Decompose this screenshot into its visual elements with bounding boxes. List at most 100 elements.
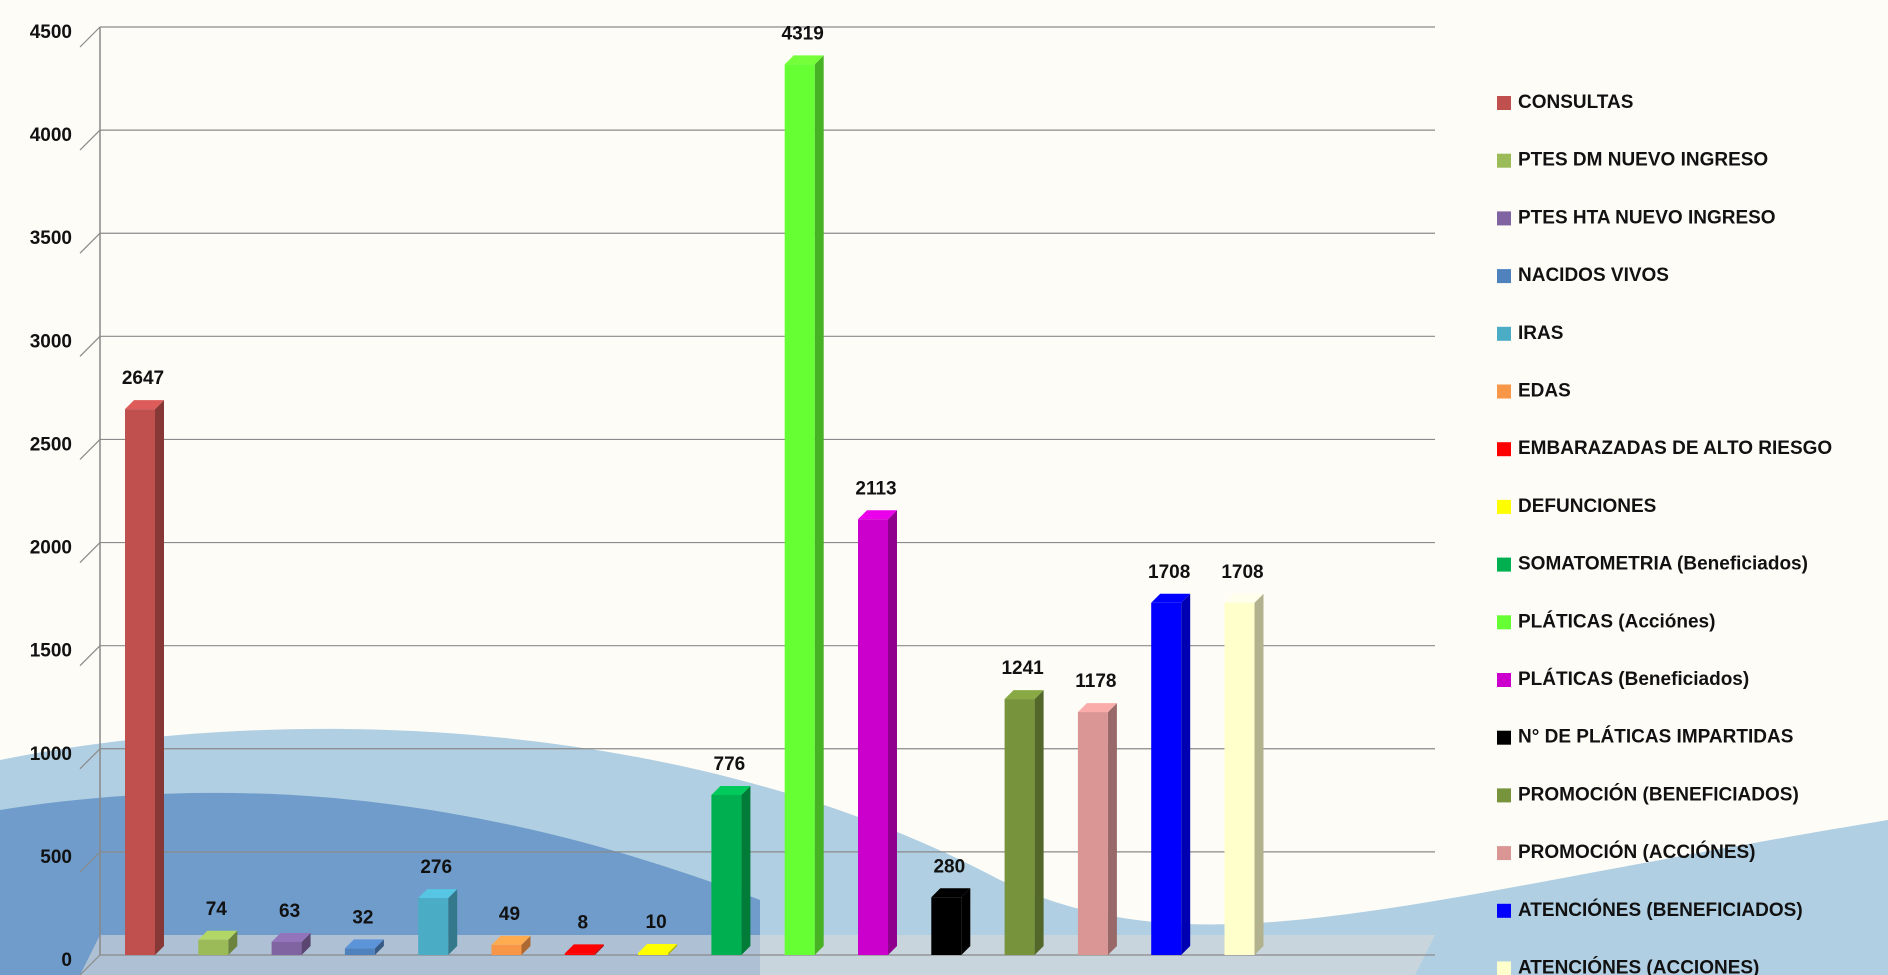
bar-top — [858, 510, 897, 520]
legend-label: PTES DM NUEVO INGRESO — [1518, 150, 1768, 171]
legend-label: EMBARAZADAS DE ALTO RIESGO — [1518, 438, 1832, 459]
bar-top — [125, 400, 164, 410]
legend-label: CONSULTAS — [1518, 92, 1633, 113]
bar-side — [961, 888, 971, 955]
bar-side — [594, 944, 604, 955]
bar-side — [668, 943, 678, 955]
y-tick-label: 3500 — [30, 228, 72, 249]
bar-side — [814, 55, 824, 955]
bar-top — [1151, 593, 1191, 603]
bar-top — [271, 933, 311, 943]
legend-swatch — [1497, 499, 1511, 514]
y-tick-label: 0 — [61, 950, 72, 971]
bar-side — [888, 510, 897, 955]
value-label: 280 — [933, 856, 965, 877]
bar — [1077, 712, 1108, 955]
legend-label: PROMOCIÓN (ACCIÓNES) — [1518, 841, 1756, 863]
y-tick-label: 3000 — [30, 331, 72, 352]
value-label: 74 — [206, 899, 228, 920]
bar-top — [638, 943, 678, 953]
bar-top — [344, 939, 384, 949]
value-label: 1708 — [1221, 562, 1263, 583]
bar — [931, 897, 962, 955]
legend-label: IRAS — [1518, 323, 1563, 344]
grid-line — [79, 542, 101, 563]
value-label: 1708 — [1148, 562, 1190, 583]
value-label: 1241 — [1001, 658, 1044, 679]
legend-swatch — [1497, 326, 1511, 341]
grid-line — [79, 645, 101, 667]
bar — [491, 944, 522, 955]
bar-top — [1077, 703, 1117, 713]
legend-label: ATENCIÓNES (ACCIONES) — [1518, 957, 1759, 975]
bar — [418, 898, 449, 955]
bar — [784, 64, 815, 955]
value-label: 8 — [578, 912, 589, 933]
bar-side — [228, 930, 238, 955]
legend-swatch — [1497, 730, 1511, 745]
legend-label: PROMOCIÓN (BENEFICIADOS) — [1518, 783, 1799, 805]
bar-side — [374, 939, 384, 955]
bar-side — [521, 935, 531, 955]
bar — [344, 948, 375, 955]
value-label: 2113 — [855, 478, 896, 499]
bar-top — [1224, 593, 1264, 603]
legend-label: NACIDOS VIVOS — [1518, 265, 1669, 286]
grid-line — [79, 335, 101, 357]
bar-side — [301, 933, 311, 955]
bar-side — [1181, 593, 1191, 955]
legend-swatch — [1497, 211, 1511, 226]
bar-side — [741, 785, 751, 955]
legend-swatch — [1497, 557, 1511, 572]
y-tick-label: 4500 — [30, 22, 72, 43]
value-label: 63 — [279, 901, 300, 922]
bar-top — [491, 935, 531, 945]
legend-label: N° DE PLÁTICAS IMPARTIDAS — [1518, 726, 1793, 748]
y-tick-label: 1000 — [30, 744, 72, 765]
legend-swatch — [1497, 269, 1511, 284]
legend-label: PTES HTA NUEVO INGRESO — [1518, 207, 1776, 228]
legend-swatch — [1497, 153, 1511, 168]
grid-line — [79, 748, 101, 770]
legend-label: PLÁTICAS (Beneficiados) — [1518, 668, 1749, 690]
value-label: 32 — [352, 907, 373, 928]
value-label: 776 — [714, 754, 746, 775]
bar-top — [564, 944, 604, 954]
value-label: 49 — [499, 904, 520, 925]
legend-label: DEFUNCIONES — [1518, 496, 1656, 517]
bar-top — [784, 55, 824, 65]
bar — [638, 952, 669, 955]
bar — [1004, 699, 1035, 955]
bar-side — [448, 889, 458, 955]
bar — [564, 953, 595, 955]
value-label: 276 — [420, 857, 452, 878]
bar-top — [198, 930, 238, 940]
legend-swatch — [1497, 788, 1511, 803]
legend-swatch — [1497, 442, 1511, 457]
y-tick-label: 4000 — [30, 125, 72, 146]
y-tick-label: 500 — [40, 847, 72, 868]
y-tick-label: 2500 — [30, 434, 72, 455]
y-tick-label: 1500 — [30, 641, 72, 662]
legend-swatch — [1497, 903, 1511, 918]
bar-side — [1254, 593, 1264, 955]
legend-label: ATENCIÓNES (BENEFICIADOS) — [1518, 899, 1803, 921]
value-label: 4319 — [782, 23, 824, 44]
bar — [125, 409, 155, 956]
grid-line — [79, 26, 101, 48]
value-label: 10 — [646, 912, 667, 933]
grid-line — [79, 954, 101, 975]
legend-swatch — [1497, 384, 1511, 399]
legend-swatch — [1497, 846, 1511, 861]
bar-side — [1034, 690, 1044, 955]
bar-top — [931, 888, 971, 898]
value-label: 2647 — [122, 368, 164, 389]
legend-swatch — [1497, 673, 1511, 687]
y-tick-label: 2000 — [30, 538, 72, 559]
bar — [198, 939, 229, 955]
bar — [271, 942, 302, 955]
legend-label: PLÁTICAS (Acciónes) — [1518, 610, 1715, 632]
grid-line — [79, 232, 101, 254]
legend-swatch — [1497, 961, 1511, 975]
